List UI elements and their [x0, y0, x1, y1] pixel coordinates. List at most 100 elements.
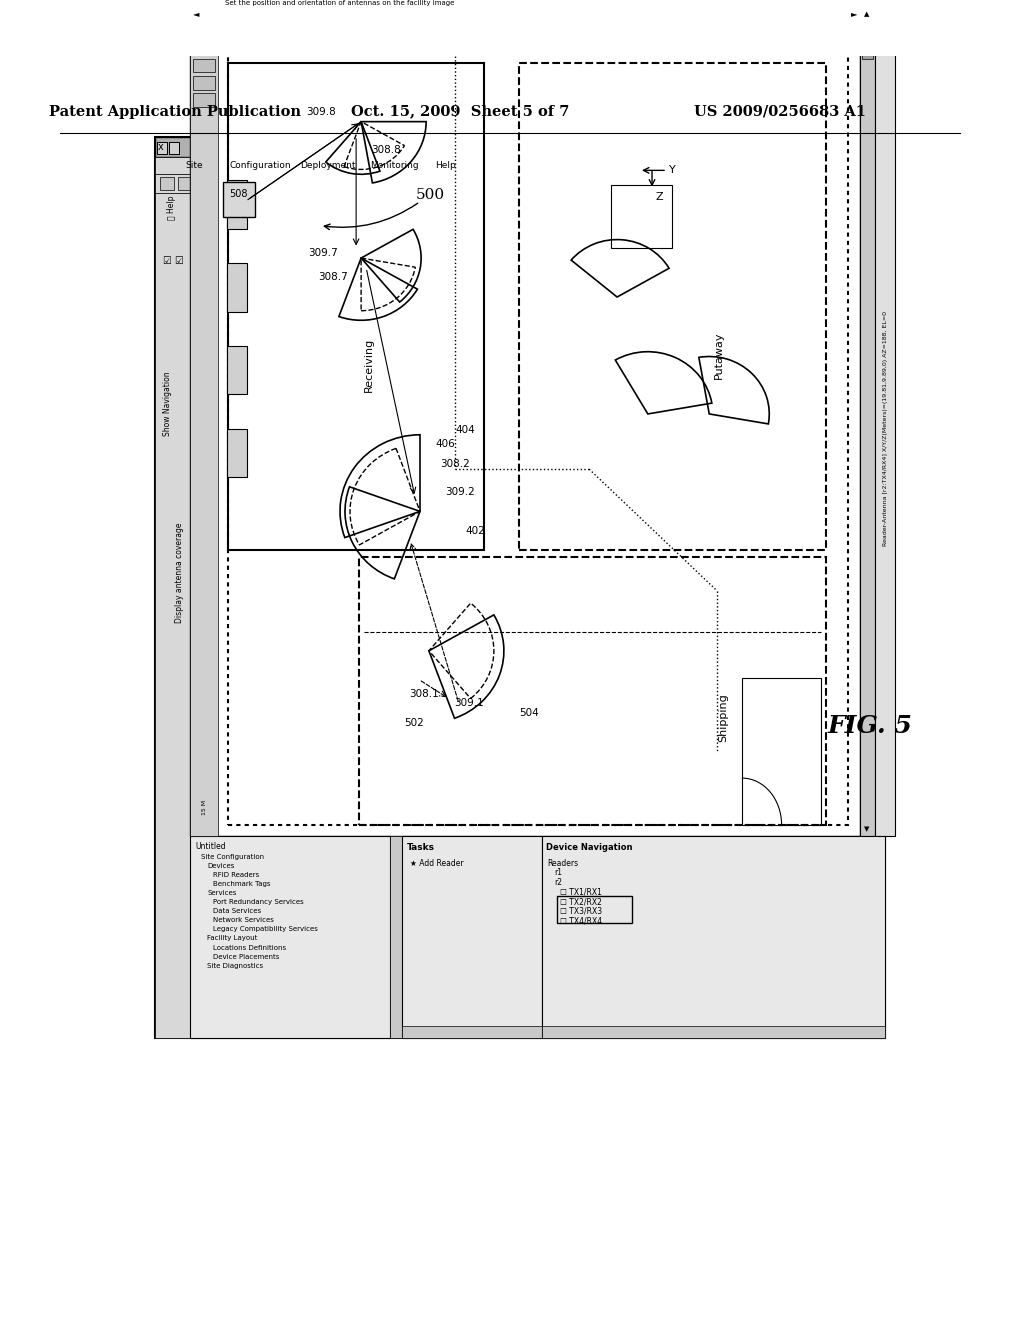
Bar — [742, 677, 821, 825]
Bar — [155, 157, 885, 174]
Bar — [193, 42, 215, 55]
Bar — [557, 896, 632, 923]
Bar — [210, 8, 250, 18]
Text: Shipping: Shipping — [718, 693, 728, 742]
Text: r1: r1 — [554, 869, 562, 878]
Text: Locations Definitions: Locations Definitions — [213, 945, 286, 950]
Text: Port Redundancy Services: Port Redundancy Services — [213, 899, 304, 906]
Bar — [155, 137, 885, 1038]
Text: Configuration: Configuration — [230, 161, 292, 170]
Bar — [214, 177, 228, 190]
Text: FIG. 5: FIG. 5 — [827, 714, 912, 738]
Bar — [157, 143, 167, 153]
Text: Help: Help — [435, 161, 456, 170]
Text: Device Navigation: Device Navigation — [546, 843, 633, 853]
Text: ☑: ☑ — [163, 256, 171, 265]
Bar — [223, 182, 255, 216]
Text: Monitoring: Monitoring — [370, 161, 419, 170]
Text: 308.8: 308.8 — [372, 145, 401, 156]
Bar — [190, 21, 218, 837]
Text: Benchmark Tags: Benchmark Tags — [213, 880, 270, 887]
Bar — [862, 30, 873, 59]
Text: ★ Add Reader: ★ Add Reader — [410, 859, 464, 867]
Text: Readers: Readers — [547, 859, 579, 867]
Text: Y: Y — [669, 165, 676, 176]
Text: Tasks: Tasks — [407, 843, 435, 853]
Bar — [190, 7, 860, 21]
Text: 308.1: 308.1 — [409, 689, 438, 698]
Bar — [193, 94, 215, 107]
Text: Patent Application Publication: Patent Application Publication — [49, 104, 301, 119]
Text: Putaway: Putaway — [714, 331, 724, 379]
Bar — [160, 177, 174, 190]
Text: ◄: ◄ — [193, 9, 200, 18]
Text: Reader-Antenna [r2:TX4/RX4] X/Y/Z(Meters)=(19.81,9.89,0) AZ=188, EL=0: Reader-Antenna [r2:TX4/RX4] X/Y/Z(Meters… — [883, 312, 888, 546]
Bar — [402, 837, 542, 1038]
Text: Set the position and orientation of antennas on the facility image: Set the position and orientation of ante… — [225, 0, 455, 7]
Bar — [193, 25, 215, 38]
Text: ▲: ▲ — [864, 11, 869, 17]
Text: 502: 502 — [404, 718, 424, 727]
Bar — [232, 177, 246, 190]
Bar — [190, 21, 860, 837]
Text: r2: r2 — [554, 878, 562, 887]
Text: Deployment: Deployment — [300, 161, 355, 170]
Bar — [227, 263, 247, 312]
Bar — [169, 143, 179, 153]
Text: Site Configuration: Site Configuration — [201, 854, 264, 859]
Text: 308.2: 308.2 — [440, 458, 470, 469]
Text: Data Services: Data Services — [213, 908, 261, 915]
Text: Untitled: Untitled — [195, 842, 225, 850]
Bar — [874, 7, 895, 837]
Text: 308.7: 308.7 — [318, 272, 348, 282]
Bar — [250, 177, 264, 190]
Text: Display antenna coverage: Display antenna coverage — [174, 523, 183, 623]
Text: 402: 402 — [465, 525, 485, 536]
Text: ❓ Help: ❓ Help — [168, 195, 176, 219]
Bar — [155, 137, 885, 157]
Text: Devices: Devices — [207, 863, 234, 869]
Text: Services: Services — [207, 890, 237, 896]
Text: Show Navigation: Show Navigation — [163, 372, 171, 437]
Text: Network Services: Network Services — [213, 917, 273, 923]
Text: 309.7: 309.7 — [308, 248, 338, 259]
Bar — [190, 837, 390, 1038]
Text: 309.2: 309.2 — [445, 487, 475, 498]
Text: RFID Readers: RFID Readers — [213, 871, 259, 878]
Text: 309.8: 309.8 — [306, 107, 336, 117]
Text: x: x — [158, 143, 164, 152]
Bar — [519, 63, 826, 550]
Text: Oct. 15, 2009  Sheet 5 of 7: Oct. 15, 2009 Sheet 5 of 7 — [351, 104, 569, 119]
Bar — [611, 185, 673, 248]
Bar — [155, 193, 190, 1038]
Bar — [227, 180, 247, 228]
Text: Facility Layout: Facility Layout — [207, 936, 257, 941]
Bar — [402, 1026, 542, 1038]
Bar — [196, 177, 210, 190]
Bar — [542, 837, 885, 1038]
Text: ☐ TX2/RX2: ☐ TX2/RX2 — [560, 898, 602, 906]
Text: US 2009/0256683 A1: US 2009/0256683 A1 — [694, 104, 866, 119]
Text: Device Placements: Device Placements — [213, 953, 280, 960]
Text: Receiving: Receiving — [364, 338, 374, 392]
Bar — [227, 346, 247, 395]
Text: Site: Site — [185, 161, 203, 170]
Text: ☐ TX3/RX3: ☐ TX3/RX3 — [560, 907, 602, 916]
Bar — [178, 177, 193, 190]
Bar — [860, 7, 874, 837]
Bar — [542, 1026, 885, 1038]
Text: Legacy Compatibility Services: Legacy Compatibility Services — [213, 927, 317, 932]
Text: 406: 406 — [435, 440, 455, 449]
Text: Site Diagnostics: Site Diagnostics — [207, 962, 263, 969]
Text: 404: 404 — [455, 425, 475, 436]
Text: ☐ TX1/RX1: ☐ TX1/RX1 — [560, 887, 602, 896]
Text: 15 M: 15 M — [202, 800, 207, 816]
Bar — [390, 837, 402, 1038]
Bar — [358, 557, 826, 825]
Bar — [228, 32, 848, 825]
Text: 508: 508 — [228, 189, 247, 199]
Bar — [193, 77, 215, 90]
Text: ☐ TX4/RX4: ☐ TX4/RX4 — [560, 916, 602, 925]
Text: ▼: ▼ — [864, 826, 869, 832]
Bar — [227, 429, 247, 478]
